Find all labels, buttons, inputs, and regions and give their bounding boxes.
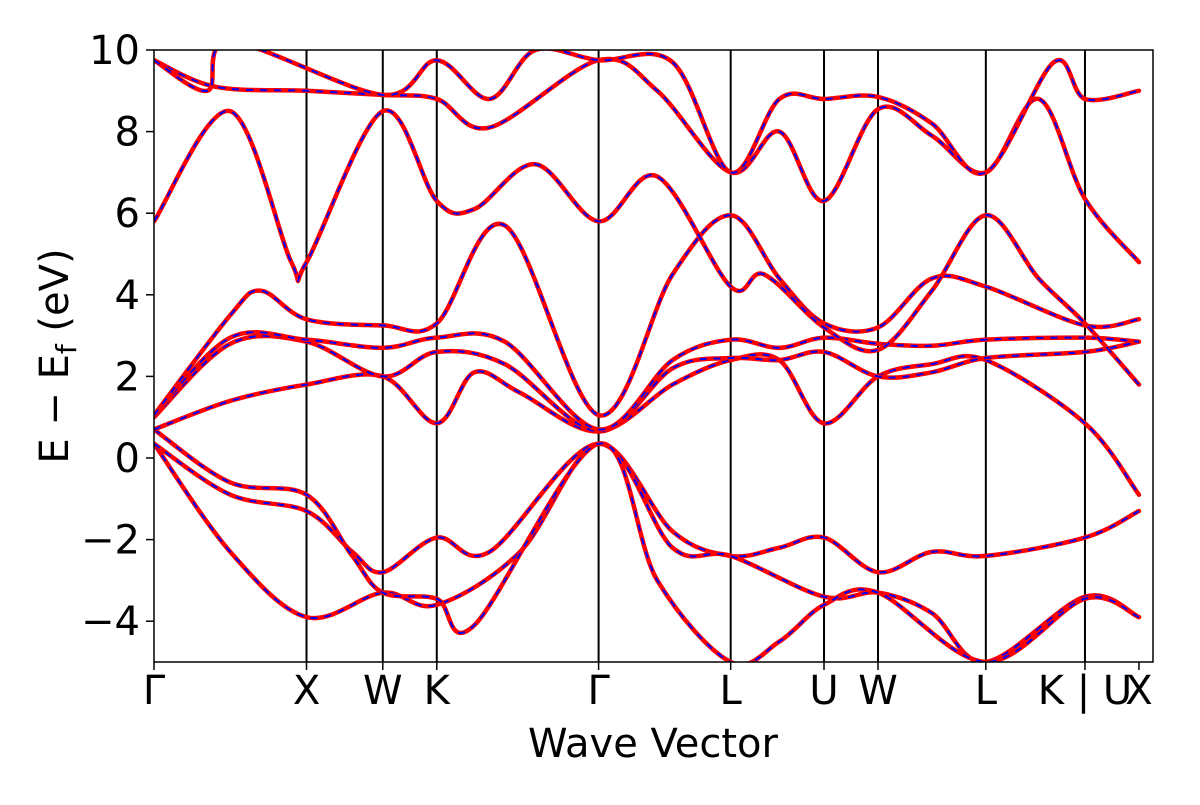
y-axis-label: E − Ef (eV) bbox=[32, 248, 83, 463]
x-tick-label-4: Γ bbox=[587, 668, 610, 714]
band-lines bbox=[154, 50, 1142, 662]
band-red-9 bbox=[154, 50, 1142, 177]
y-tick-label-6: 8 bbox=[115, 110, 140, 156]
y-axis-label-main: E − E bbox=[32, 354, 78, 464]
x-tick-label-8: L bbox=[975, 668, 998, 714]
band-blue-7 bbox=[154, 109, 1140, 386]
plot-frame bbox=[153, 49, 1154, 663]
band-blue-0 bbox=[154, 442, 1140, 620]
y-axis-ticks: −4 −2 0 2 4 6 8 10 bbox=[81, 28, 154, 645]
band-blue-9 bbox=[154, 50, 1140, 175]
y-tick-label-5: 6 bbox=[115, 191, 140, 237]
x-tick-label-5: L bbox=[720, 668, 743, 714]
band-blue-1 bbox=[154, 442, 1140, 662]
x-tick-label-3: K bbox=[424, 668, 452, 714]
x-tick-label-10: X bbox=[1125, 668, 1152, 714]
band-blue-3 bbox=[154, 353, 1140, 496]
band-red-5 bbox=[154, 329, 1142, 432]
x-tick-label-1: X bbox=[293, 668, 320, 714]
y-axis-label-unit: (eV) bbox=[32, 248, 78, 344]
x-tick-label-2: W bbox=[363, 668, 403, 714]
y-tick-label-2: 0 bbox=[115, 436, 140, 482]
y-axis-label-sub: f bbox=[50, 343, 83, 354]
x-axis-label: Wave Vector bbox=[528, 721, 779, 767]
band-blue-6 bbox=[154, 214, 1140, 417]
x-tick-label-9: K | U bbox=[1038, 668, 1132, 714]
y-tick-label-7: 10 bbox=[89, 28, 140, 74]
y-tick-label-3: 2 bbox=[115, 354, 140, 400]
band-red-3 bbox=[154, 352, 1142, 497]
y-tick-label-4: 4 bbox=[115, 273, 140, 319]
y-tick-label-1: −2 bbox=[81, 518, 140, 564]
x-tick-label-0: Γ bbox=[143, 668, 166, 714]
band-red-4 bbox=[154, 333, 1142, 434]
band-blue-5 bbox=[154, 331, 1140, 431]
band-red-0 bbox=[154, 441, 1142, 621]
y-tick-label-0: −4 bbox=[81, 599, 140, 645]
band-red-2 bbox=[154, 427, 1142, 662]
band-red-8 bbox=[154, 56, 1142, 265]
x-tick-label-6: U bbox=[809, 668, 838, 714]
band-red-7 bbox=[154, 108, 1142, 387]
x-tick-label-7: W bbox=[858, 668, 898, 714]
